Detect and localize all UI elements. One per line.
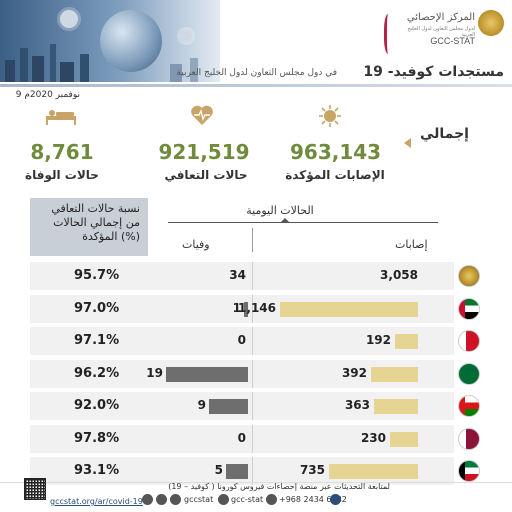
uae-flag (458, 297, 480, 320)
oman-flag (458, 395, 480, 417)
org-latin-name: GCC-STAT (430, 36, 475, 46)
report-date: 9 نوفمبر 2020م (15, 90, 80, 100)
cases-bar (390, 431, 418, 447)
org-subtitle: لدول مجلس التعاون لدول الخليج العربية (407, 26, 475, 38)
virus-icon (60, 10, 78, 28)
deaths-value: 0 (237, 430, 246, 445)
globe-icon (100, 10, 162, 72)
cases-bar (395, 334, 418, 349)
contact-phone[interactable]: +968 2434 6482 (279, 495, 347, 504)
title-divider (0, 84, 512, 87)
patient-bed-icon (46, 110, 76, 125)
caret-left-icon (404, 138, 411, 148)
total-cases-label: الإصابات المؤكدة (285, 168, 385, 182)
gcc-emblem (458, 265, 480, 287)
social-handle-gcc-stat[interactable]: gcc-stat (231, 495, 264, 504)
deaths-bar (209, 399, 248, 414)
row-column-divider (252, 392, 253, 420)
org-name: المركز الإحصائي (406, 12, 475, 23)
kuwait-flag (458, 460, 480, 482)
website-icon[interactable] (218, 494, 229, 505)
stats-logo-icon (330, 494, 341, 505)
deaths-value: 1 (232, 300, 241, 315)
deaths-value: 9 (197, 398, 206, 412)
covid-platform-link[interactable]: gccstat.org/ar/covid-19 (50, 497, 143, 506)
heart-icon (191, 105, 213, 125)
qatar-flag (458, 427, 480, 450)
deaths-value: 34 (229, 268, 246, 282)
total-deaths-value: 8,761 (30, 140, 94, 164)
recovery-percentage-cell: 95.7% (30, 262, 148, 290)
recovery-percentage-cell: 96.2% (30, 359, 148, 388)
daily-header-divider (168, 222, 438, 223)
page-title: مستجدات كوفيد- 19 (363, 64, 504, 80)
gcc-stat-logo-mark (384, 14, 394, 54)
phone-icon[interactable] (266, 494, 277, 505)
recovery-percentage-cell: 93.1% (30, 457, 148, 485)
recovery-percentage-header: نسبة حالات التعافي من إجمالي الحالات الم… (30, 198, 148, 256)
cases-bar (371, 366, 418, 382)
qr-code-image[interactable] (24, 478, 46, 500)
page-subtitle: في دول مجلس التعاون لدول الخليج العربية (176, 68, 337, 78)
row-column-divider (252, 327, 253, 355)
total-cases-value: 963,143 (290, 140, 382, 164)
deaths-bar (226, 464, 248, 479)
cases-value: 1,146 (238, 300, 276, 315)
footer-divider (0, 482, 512, 483)
recovery-percentage-cell: 92.0% (30, 392, 148, 420)
recovery-percentage-cell: 97.0% (30, 294, 148, 323)
deaths-bar (166, 366, 248, 382)
cases-value: 363 (344, 398, 370, 412)
cases-value: 392 (341, 365, 367, 380)
recovery-percentage-cell: 97.8% (30, 424, 148, 453)
cases-bar (280, 301, 418, 317)
total-deaths-label: حالات الوفاة (25, 168, 99, 182)
column-divider (252, 228, 253, 252)
row-column-divider (252, 262, 253, 290)
total-recovered-value: 921,519 (158, 140, 250, 164)
cases-value: 735 (299, 463, 325, 477)
footer-note: لمتابعة التحديثات عبر منصة إحصاءات فيروس… (168, 482, 390, 491)
gcc-emblem-logo (478, 10, 504, 36)
bahrain-flag (458, 330, 480, 352)
recovery-percentage-cell: 97.1% (30, 327, 148, 355)
deaths-bar (244, 301, 248, 317)
twitter-icon[interactable] (142, 494, 153, 505)
skyline-image (5, 44, 198, 82)
deaths-column-header: وفيات (182, 238, 210, 251)
saudi-flag (458, 362, 480, 385)
deaths-value: 5 (214, 463, 223, 477)
cases-column-header: إصابات (395, 238, 428, 251)
totals-section-label: إجمالي (420, 126, 469, 142)
facebook-icon[interactable] (170, 494, 181, 505)
virus-icon (180, 30, 192, 42)
cases-bar (374, 399, 418, 414)
caret-up-icon (280, 218, 290, 223)
virus-icon (319, 105, 341, 127)
header: المركز الإحصائي لدول مجلس التعاون لدول ا… (0, 0, 512, 82)
row-column-divider (252, 294, 253, 323)
cases-value: 192 (365, 333, 391, 347)
cases-value: 3,058 (380, 268, 418, 282)
deaths-value: 0 (237, 333, 246, 347)
daily-cases-header: الحالات اليومية (246, 204, 314, 217)
row-column-divider (252, 457, 253, 485)
instagram-icon[interactable] (156, 494, 167, 505)
total-recovered-label: حالات التعافي (164, 168, 248, 182)
cases-bar (329, 464, 418, 479)
row-column-divider (252, 424, 253, 453)
row-column-divider (252, 359, 253, 388)
deaths-value: 19 (146, 365, 163, 380)
cases-value: 230 (360, 430, 386, 445)
header-banner-image (0, 0, 220, 82)
social-handle-gccstat[interactable]: gccstat (184, 495, 214, 504)
